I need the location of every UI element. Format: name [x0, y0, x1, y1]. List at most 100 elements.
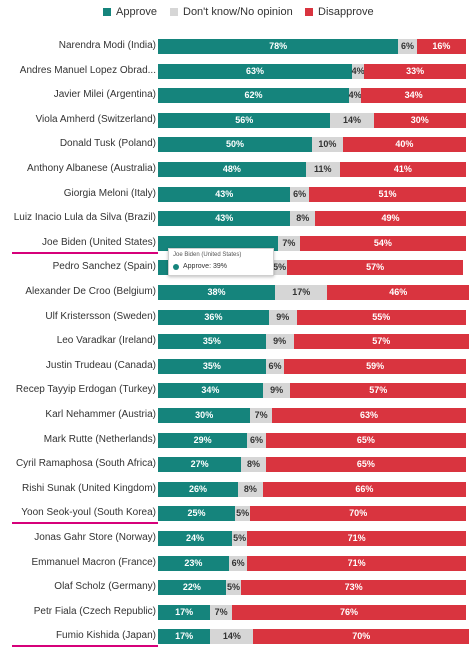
bar-disapprove[interactable]	[327, 285, 470, 300]
bar-approve[interactable]	[158, 334, 266, 350]
bar-no-opinion[interactable]	[268, 309, 297, 325]
bar-disapprove[interactable]	[342, 137, 466, 153]
data-label-disapprove: 63%	[359, 410, 378, 420]
legend-label-disapprove: Disapprove	[318, 6, 374, 18]
bar-approve[interactable]	[158, 383, 263, 399]
bar-disapprove[interactable]	[308, 186, 466, 202]
bar-no-opinion[interactable]	[265, 334, 294, 350]
bar-no-opinion[interactable]	[330, 112, 374, 128]
bar-no-opinion[interactable]	[290, 186, 309, 202]
bar-no-opinion[interactable]	[348, 88, 362, 104]
bar-no-opinion[interactable]	[238, 481, 263, 497]
bar-approve[interactable]	[158, 63, 353, 79]
bar-disapprove[interactable]	[339, 162, 466, 177]
bar-disapprove[interactable]	[364, 63, 466, 79]
bar-disapprove[interactable]	[247, 555, 466, 571]
legend-item-approve[interactable]: Approve	[103, 6, 157, 18]
data-label-disapprove: 66%	[355, 483, 374, 494]
bar-no-opinion[interactable]	[231, 531, 248, 546]
bar-approve[interactable]	[158, 629, 211, 645]
bar-no-opinion[interactable]	[235, 506, 251, 522]
bar-no-opinion[interactable]	[247, 432, 266, 448]
bar-approve[interactable]	[158, 211, 291, 227]
bar-no-opinion[interactable]	[290, 211, 316, 227]
chart-row: Karl Nehammer (Austria) 30% 7% 63%	[0, 405, 474, 429]
bar-disapprove[interactable]	[231, 604, 466, 620]
legend-swatch-disapprove	[305, 8, 313, 16]
bar-no-opinion[interactable]	[228, 555, 248, 571]
bar-no-opinion[interactable]	[210, 604, 232, 620]
bar-approve[interactable]	[158, 285, 276, 300]
bar-no-opinion[interactable]	[278, 235, 300, 251]
bar-approve[interactable]	[158, 88, 349, 104]
data-label-approve: 36%	[204, 311, 223, 322]
bar-no-opinion[interactable]	[250, 408, 272, 423]
bar-no-opinion[interactable]	[352, 63, 365, 79]
data-label-no-opinion: 5%	[273, 262, 287, 273]
bar-disapprove[interactable]	[265, 432, 466, 448]
chart-row: Ulf Kristersson (Sweden) 36% 9% 55%	[0, 307, 474, 331]
bar-approve[interactable]	[158, 235, 279, 251]
bar-approve[interactable]	[158, 531, 232, 546]
category-label: Fumio Kishida (Japan)	[55, 630, 156, 642]
bar-disapprove[interactable]	[287, 260, 463, 276]
data-label-approve: 26%	[189, 483, 208, 494]
bar-approve[interactable]	[158, 481, 239, 497]
bar-approve[interactable]	[158, 506, 235, 522]
bar-disapprove[interactable]	[299, 235, 466, 251]
data-label-disapprove: 65%	[356, 459, 375, 470]
bar-approve[interactable]	[158, 309, 269, 325]
bar-approve[interactable]	[158, 112, 331, 128]
bar-no-opinion[interactable]	[275, 285, 328, 300]
tooltip-dot-icon	[173, 263, 179, 270]
bar-no-opinion[interactable]	[305, 162, 340, 177]
bar-no-opinion[interactable]	[225, 580, 242, 596]
data-label-no-opinion: 7%	[282, 237, 296, 248]
bar-approve[interactable]	[158, 457, 242, 473]
bar-no-opinion[interactable]	[241, 457, 266, 473]
bar-disapprove[interactable]	[284, 358, 466, 374]
bar-no-opinion[interactable]	[210, 629, 254, 645]
category-label: Narendra Modi (India)	[58, 40, 156, 51]
tooltip-series-name: Approve	[183, 263, 210, 270]
chart-row: Luiz Inacio Lula da Silva (Brazil) 43% 8% 4…	[0, 208, 474, 232]
bar-disapprove[interactable]	[271, 408, 466, 423]
legend-item-no-opinion[interactable]: Don't know/No opinion	[170, 6, 293, 18]
data-label-approve: 30%	[195, 410, 214, 420]
highlight-underline	[12, 645, 158, 648]
bar-disapprove[interactable]	[247, 531, 466, 546]
bar-no-opinion[interactable]	[262, 383, 291, 399]
bar-no-opinion[interactable]	[398, 39, 417, 54]
data-label-approve: 23%	[184, 557, 203, 568]
bar-approve[interactable]	[158, 358, 266, 374]
bar-no-opinion[interactable]	[312, 137, 343, 153]
bar-disapprove[interactable]	[250, 506, 466, 522]
bar-disapprove[interactable]	[262, 481, 466, 497]
bar-approve[interactable]	[158, 162, 306, 177]
bar-approve[interactable]	[158, 39, 399, 54]
data-label-disapprove: 73%	[344, 582, 363, 593]
data-label-no-opinion: 6%	[231, 557, 245, 568]
bar-disapprove[interactable]	[361, 88, 466, 104]
bar-no-opinion[interactable]	[271, 260, 288, 276]
bar-approve[interactable]	[158, 555, 229, 571]
bar-disapprove[interactable]	[253, 629, 470, 645]
bar-no-opinion[interactable]	[265, 358, 285, 374]
bar-disapprove[interactable]	[293, 334, 470, 350]
bar-approve[interactable]	[158, 186, 291, 202]
bar-approve[interactable]	[158, 580, 226, 596]
chart-row: Petr Fiala (Czech Republic) 17% 7% 76%	[0, 602, 474, 626]
bar-disapprove[interactable]	[416, 39, 466, 54]
bar-disapprove[interactable]	[296, 309, 466, 325]
bar-approve[interactable]	[158, 137, 312, 153]
bar-disapprove[interactable]	[315, 211, 466, 227]
bar-approve[interactable]	[158, 408, 251, 423]
bar-disapprove[interactable]	[290, 383, 466, 399]
bar-approve[interactable]	[158, 432, 248, 448]
bar-approve[interactable]	[158, 604, 211, 620]
bar-disapprove[interactable]	[241, 580, 466, 596]
bar-disapprove[interactable]	[373, 112, 466, 128]
legend-item-disapprove[interactable]: Disapprove	[305, 6, 374, 18]
bar-disapprove[interactable]	[265, 457, 466, 473]
highlight-underline	[12, 251, 158, 254]
